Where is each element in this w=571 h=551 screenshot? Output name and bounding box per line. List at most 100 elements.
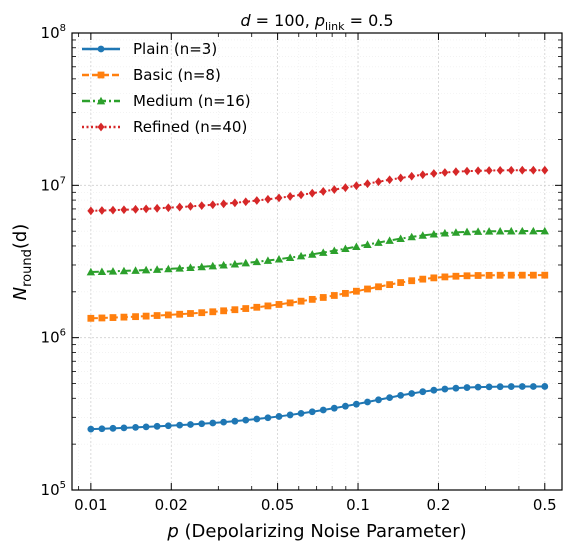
data-point [419,388,427,396]
data-point [142,312,150,320]
y-tick-base: 10 [41,176,60,194]
data-point [330,246,339,255]
title-p-value: = 0.5 [345,11,394,30]
data-point [529,226,538,235]
data-point [98,425,106,433]
data-point [87,206,95,216]
legend-entry: Refined (n=40) [82,118,247,136]
y-tick-exponent: 5 [60,480,66,491]
data-point [319,187,327,196]
data-point [330,404,338,412]
data-point [430,274,438,282]
data-point [132,423,139,431]
data-point [264,302,272,310]
data-point [86,267,96,276]
data-point [286,192,294,201]
data-point [419,170,427,180]
data-point [518,165,526,175]
data-point [474,383,482,391]
series-2 [87,271,549,322]
data-point [198,420,206,428]
data-point [263,256,273,264]
series-1 [87,383,549,433]
title-d-value: = 100, [251,11,315,30]
data-point [541,383,549,390]
data-point [452,272,460,280]
data-point [440,228,450,237]
data-point [98,314,106,322]
legend-marker [97,45,105,53]
data-point [109,424,117,432]
data-point [485,166,493,175]
data-point [474,272,482,279]
legend-label: Basic (n=8) [133,66,221,84]
y-axis-subscript: round [20,249,35,287]
x-axis-rest: (Depolarizing Noise Parameter) [179,521,467,542]
data-point [253,415,261,423]
data-point [397,279,405,286]
data-point [308,188,316,198]
legend-marker [97,122,105,132]
data-point [176,202,184,212]
series-4 [87,165,549,216]
data-point [418,231,427,239]
data-point [342,402,349,410]
series-layer [86,165,549,433]
data-point [352,400,360,408]
data-point [452,384,460,392]
y-axis-var: N [10,287,31,300]
legend-entry: Basic (n=8) [82,66,221,84]
data-point [363,240,372,248]
data-point [462,227,472,236]
data-point [352,181,360,191]
data-point [109,314,117,321]
data-point [253,196,261,205]
data-point [484,227,494,235]
title-d-var: d [240,11,251,30]
data-point [296,251,306,260]
data-point [186,201,195,211]
data-point [474,166,482,176]
data-point [408,171,416,181]
data-point [429,229,439,238]
legend-label: Plain (n=3) [133,40,217,58]
data-point [220,418,228,426]
data-point [463,384,471,391]
data-point [242,305,250,312]
data-point [220,199,228,209]
title-p-subscript: link [325,20,345,33]
data-point [231,417,239,425]
data-point [385,236,394,244]
y-tick-base: 10 [41,24,60,42]
data-point [330,185,338,194]
y-tick-exponent: 8 [60,23,66,34]
data-point [186,263,195,271]
y-tick-exponent: 7 [60,175,66,186]
data-point [132,313,139,321]
data-point [119,266,129,275]
data-point [507,271,515,279]
y-tick-label: 106 [41,328,66,347]
data-point [142,204,150,214]
data-point [164,422,172,430]
data-point [108,267,118,275]
data-point [374,238,383,246]
y-tick-base: 10 [41,481,60,499]
data-point [352,287,360,295]
data-point [529,165,537,175]
y-tick-exponent: 6 [60,328,66,339]
data-point [386,281,394,289]
data-point [463,166,471,176]
data-point [198,201,206,210]
data-point [153,203,161,213]
data-point [496,165,504,175]
data-point [319,294,327,301]
data-point [253,303,261,311]
data-point [275,301,283,308]
data-point [297,297,305,305]
data-point [264,414,272,422]
data-point [452,167,460,177]
data-point [495,226,505,235]
data-point [242,416,250,424]
